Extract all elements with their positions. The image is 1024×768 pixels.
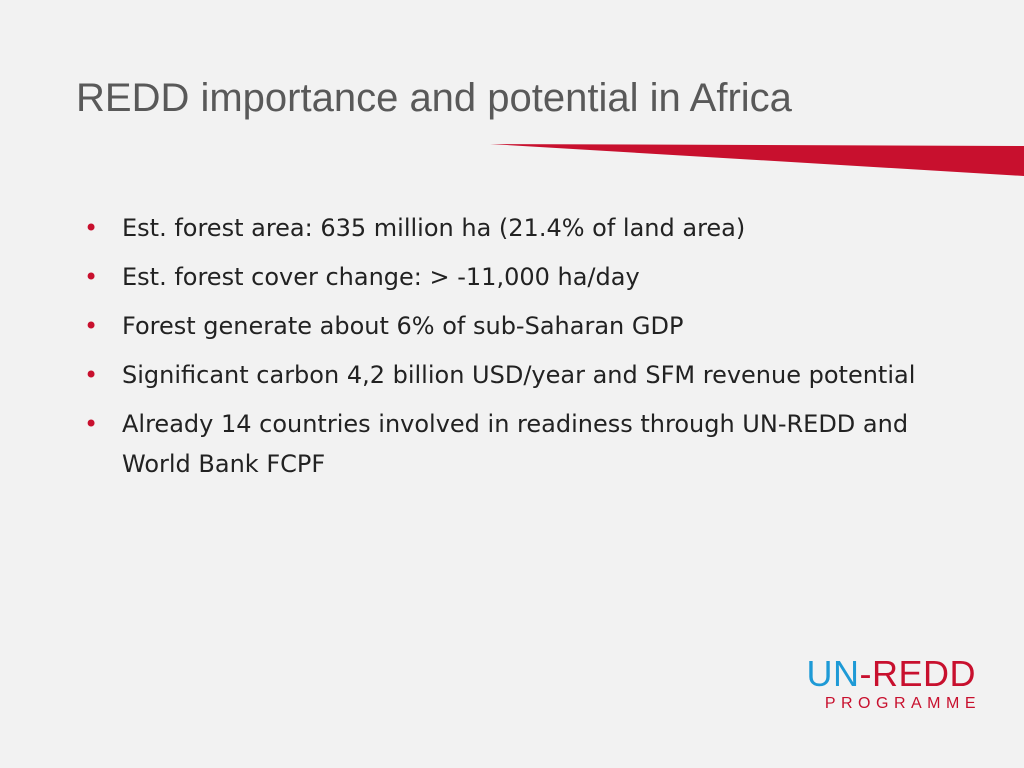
bullet-text: Est. forest area: 635 million ha (21.4% … — [122, 214, 746, 242]
bullet-item: • Est. forest area: 635 million ha (21.4… — [84, 208, 984, 248]
bullet-icon: • — [84, 214, 99, 242]
logo-redd: REDD — [871, 653, 976, 694]
red-accent-stripe — [490, 144, 1024, 176]
logo-un: UN — [806, 653, 860, 694]
bullet-icon: • — [84, 263, 99, 291]
bullet-icon: • — [84, 312, 99, 340]
bullet-item: • Est. forest cover change: > -11,000 ha… — [84, 257, 984, 297]
bullet-item: • Significant carbon 4,2 billion USD/yea… — [84, 355, 984, 395]
red-accent-stripe-shape — [490, 144, 1024, 176]
bullet-item: • Already 14 countries involved in readi… — [84, 404, 984, 484]
bullet-text: Forest generate about 6% of sub-Saharan … — [122, 312, 684, 340]
logo-wordmark: UN-REDD — [806, 654, 976, 694]
bullet-icon: • — [84, 361, 99, 389]
bullet-list: • Est. forest area: 635 million ha (21.4… — [84, 208, 984, 493]
slide-title: REDD importance and potential in Africa — [76, 76, 792, 120]
logo-programme: PROGRAMME — [824, 695, 981, 712]
bullet-text: Est. forest cover change: > -11,000 ha/d… — [122, 263, 640, 291]
bullet-text: Significant carbon 4,2 billion USD/year … — [122, 361, 916, 389]
bullet-text: Already 14 countries involved in readine… — [122, 410, 909, 478]
bullet-item: • Forest generate about 6% of sub-Sahara… — [84, 306, 984, 346]
logo-dash: - — [859, 653, 872, 694]
bullet-icon: • — [84, 410, 99, 438]
un-redd-logo: UN-REDD PROGRAMME — [806, 654, 976, 714]
